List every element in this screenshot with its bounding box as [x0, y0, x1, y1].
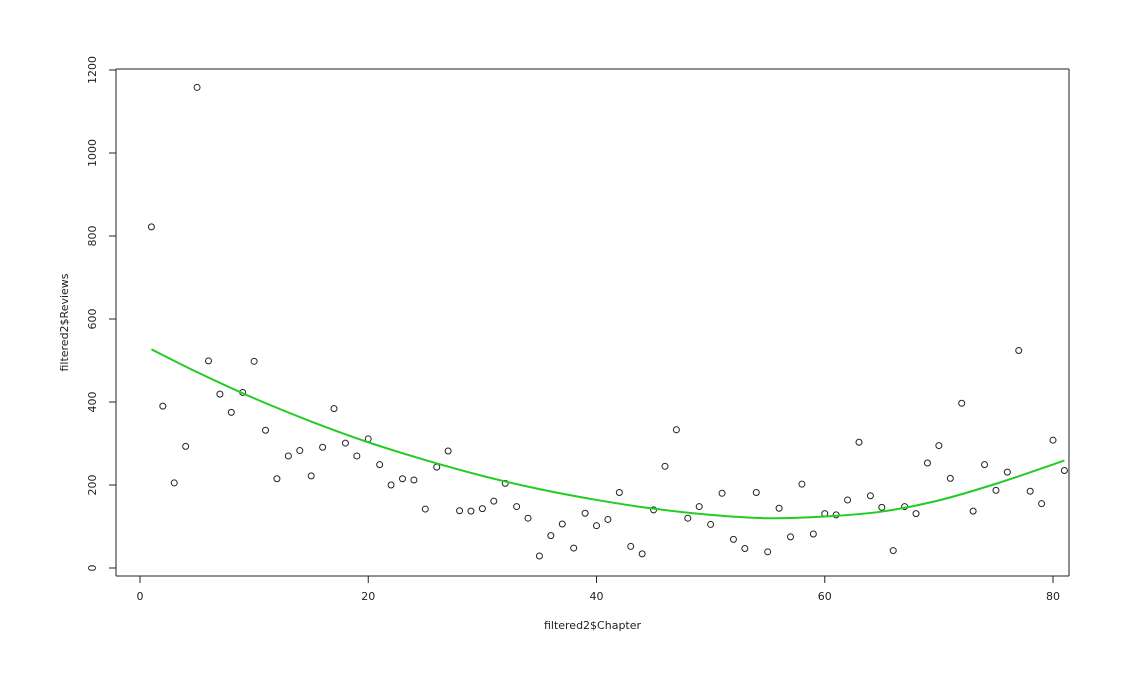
- data-point: [1003, 468, 1011, 476]
- data-point: [958, 399, 966, 407]
- data-point: [227, 408, 235, 416]
- data-point: [341, 439, 349, 447]
- data-point: [444, 447, 452, 455]
- data-point: [147, 223, 155, 231]
- data-point: [581, 509, 589, 517]
- data-point: [615, 488, 623, 496]
- data-point: [775, 504, 783, 512]
- data-point: [695, 503, 703, 511]
- data-point: [204, 357, 212, 365]
- data-point: [1015, 347, 1023, 355]
- data-point: [376, 461, 384, 469]
- data-point: [718, 489, 726, 497]
- data-point: [353, 452, 361, 460]
- data-point: [319, 443, 327, 451]
- data-point: [330, 405, 338, 413]
- data-point: [296, 447, 304, 455]
- data-point: [981, 461, 989, 469]
- data-point: [992, 486, 1000, 494]
- data-point: [262, 426, 270, 434]
- data-point: [878, 503, 886, 511]
- data-point: [547, 532, 555, 540]
- data-point: [398, 475, 406, 483]
- data-point: [935, 442, 943, 450]
- data-point: [809, 530, 817, 538]
- data-points: [147, 83, 1068, 560]
- x-tick-label: 60: [818, 590, 832, 603]
- y-tick-label: 600: [86, 309, 99, 330]
- data-point: [273, 475, 281, 483]
- data-point: [946, 474, 954, 482]
- data-point: [387, 481, 395, 489]
- x-tick-label: 40: [590, 590, 604, 603]
- data-point: [593, 522, 600, 530]
- data-point: [866, 492, 874, 500]
- data-point: [627, 542, 635, 550]
- y-tick-label: 800: [86, 226, 99, 247]
- fit-curve: [150, 348, 1065, 520]
- data-point: [1049, 436, 1057, 444]
- data-point: [787, 533, 795, 541]
- data-point: [707, 520, 715, 528]
- data-point: [638, 550, 646, 558]
- data-point: [421, 505, 429, 513]
- x-tick-label: 80: [1046, 590, 1060, 603]
- data-point: [1060, 466, 1068, 474]
- data-point: [855, 438, 863, 446]
- x-tick-label: 0: [137, 590, 144, 603]
- y-tick-label: 1200: [86, 56, 99, 84]
- data-point: [467, 507, 475, 515]
- data-point: [1026, 487, 1034, 495]
- data-point: [672, 426, 680, 434]
- data-point: [684, 514, 692, 522]
- data-point: [969, 507, 977, 515]
- data-point: [513, 503, 521, 511]
- data-point: [478, 505, 486, 513]
- data-point: [741, 544, 749, 552]
- data-point: [798, 480, 806, 488]
- x-tick-label: 20: [361, 590, 375, 603]
- data-point: [1038, 500, 1046, 508]
- data-point: [193, 83, 201, 91]
- data-point: [410, 476, 418, 484]
- y-tick-label: 0: [86, 565, 99, 572]
- data-point: [844, 496, 852, 504]
- data-point: [912, 510, 920, 518]
- y-tick-label: 200: [86, 475, 99, 496]
- data-point: [284, 452, 292, 460]
- data-point: [752, 488, 760, 496]
- x-axis-title: filtered2$Chapter: [544, 619, 642, 632]
- y-axis-title: filtered2$Reviews: [58, 273, 71, 371]
- data-point: [490, 497, 498, 505]
- data-point: [501, 479, 509, 487]
- x-ticks: 0 20 40 60 80: [137, 576, 1060, 603]
- data-point: [661, 462, 669, 470]
- data-point: [570, 544, 578, 552]
- data-point: [889, 547, 897, 555]
- data-point: [182, 442, 190, 450]
- data-point: [524, 514, 532, 522]
- data-point: [456, 507, 464, 515]
- data-point: [764, 548, 772, 556]
- y-tick-label: 400: [86, 392, 99, 413]
- data-point: [923, 459, 931, 467]
- data-point: [535, 552, 543, 560]
- data-point: [729, 535, 737, 543]
- data-point: [170, 479, 178, 487]
- data-point: [558, 520, 566, 528]
- data-point: [250, 357, 258, 365]
- data-point: [307, 472, 315, 480]
- data-point: [604, 515, 612, 523]
- y-tick-label: 1000: [86, 139, 99, 167]
- data-point: [216, 390, 224, 398]
- data-point: [159, 402, 167, 410]
- y-ticks: 0 200 400 600 800 1000 1200: [86, 56, 116, 572]
